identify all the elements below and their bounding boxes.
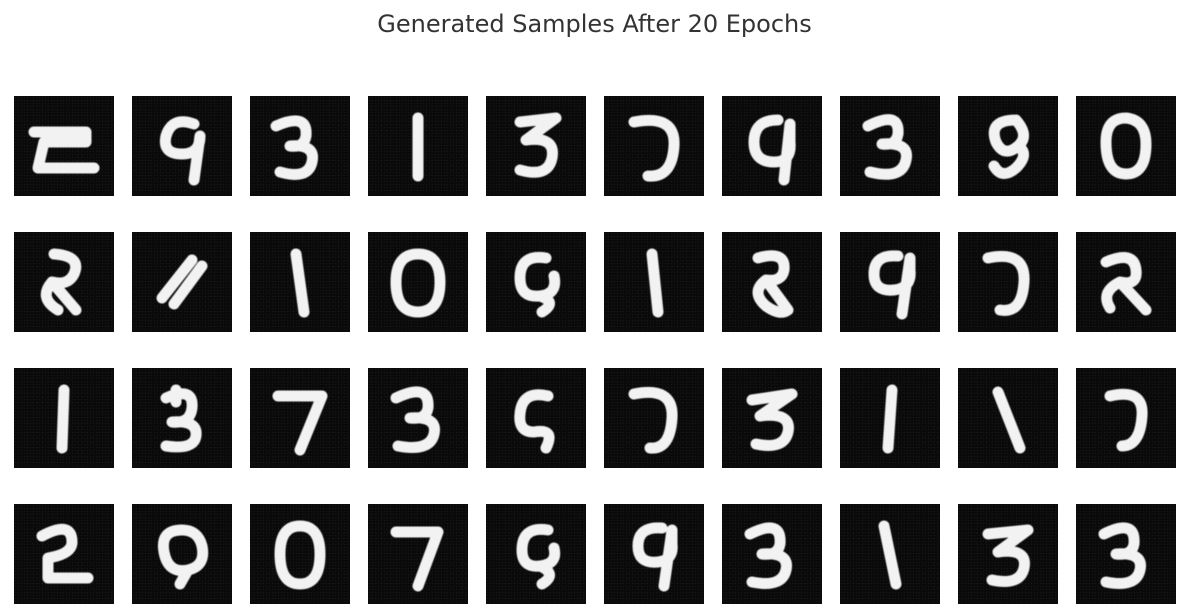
sample-cell	[840, 96, 940, 196]
sample-cell	[958, 232, 1058, 332]
sample-cell	[250, 232, 350, 332]
sample-cell	[132, 96, 232, 196]
sample-grid	[14, 96, 1175, 604]
sample-cell	[486, 232, 586, 332]
sample-cell	[604, 232, 704, 332]
sample-cell	[486, 504, 586, 604]
sample-cell	[132, 232, 232, 332]
sample-cell	[486, 368, 586, 468]
figure-canvas: Generated Samples After 20 Epochs	[0, 0, 1189, 579]
sample-cell	[14, 232, 114, 332]
sample-cell	[1076, 368, 1176, 468]
sample-cell	[132, 504, 232, 604]
sample-cell	[604, 368, 704, 468]
sample-cell	[840, 504, 940, 604]
sample-cell	[1076, 96, 1176, 196]
sample-cell	[722, 232, 822, 332]
sample-cell	[958, 368, 1058, 468]
sample-cell	[14, 504, 114, 604]
sample-cell	[250, 504, 350, 604]
sample-cell	[840, 232, 940, 332]
sample-cell	[1076, 232, 1176, 332]
sample-cell	[722, 504, 822, 604]
sample-cell	[958, 96, 1058, 196]
sample-cell	[604, 504, 704, 604]
figure-title: Generated Samples After 20 Epochs	[0, 10, 1189, 38]
sample-cell	[14, 368, 114, 468]
sample-cell	[14, 96, 114, 196]
sample-cell	[250, 368, 350, 468]
sample-cell	[368, 368, 468, 468]
sample-cell	[368, 504, 468, 604]
sample-cell	[368, 96, 468, 196]
sample-cell	[604, 96, 704, 196]
sample-cell	[250, 96, 350, 196]
sample-cell	[486, 96, 586, 196]
sample-cell	[722, 368, 822, 468]
sample-cell	[958, 504, 1058, 604]
sample-cell	[368, 232, 468, 332]
sample-cell	[1076, 504, 1176, 604]
sample-cell	[840, 368, 940, 468]
sample-cell	[132, 368, 232, 468]
sample-cell	[722, 96, 822, 196]
